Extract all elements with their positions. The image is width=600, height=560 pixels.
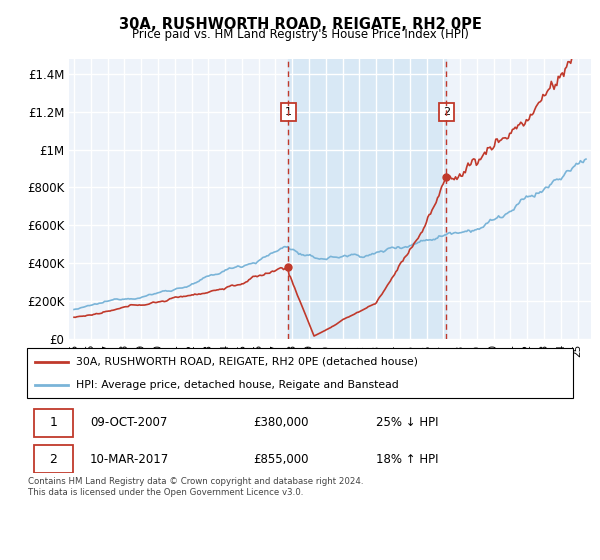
Text: £855,000: £855,000 [254,452,309,466]
Text: 30A, RUSHWORTH ROAD, REIGATE, RH2 0PE (detached house): 30A, RUSHWORTH ROAD, REIGATE, RH2 0PE (d… [76,357,418,367]
Text: 25% ↓ HPI: 25% ↓ HPI [376,416,439,430]
Text: HPI: Average price, detached house, Reigate and Banstead: HPI: Average price, detached house, Reig… [76,380,399,390]
Text: £380,000: £380,000 [254,416,309,430]
Text: 2: 2 [49,452,57,466]
Bar [289,59,446,339]
Text: 30A, RUSHWORTH ROAD, REIGATE, RH2 0PE: 30A, RUSHWORTH ROAD, REIGATE, RH2 0PE [119,17,481,32]
Text: 1: 1 [49,416,57,430]
Text: 2: 2 [443,107,450,117]
FancyBboxPatch shape [34,445,73,473]
Text: 18% ↑ HPI: 18% ↑ HPI [376,452,439,466]
FancyBboxPatch shape [27,348,573,398]
Text: 09-OCT-2007: 09-OCT-2007 [90,416,167,430]
Text: Contains HM Land Registry data © Crown copyright and database right 2024.
This d: Contains HM Land Registry data © Crown c… [28,477,364,497]
Text: 10-MAR-2017: 10-MAR-2017 [90,452,169,466]
Text: 1: 1 [285,107,292,117]
FancyBboxPatch shape [34,409,73,437]
Text: Price paid vs. HM Land Registry's House Price Index (HPI): Price paid vs. HM Land Registry's House … [131,28,469,41]
